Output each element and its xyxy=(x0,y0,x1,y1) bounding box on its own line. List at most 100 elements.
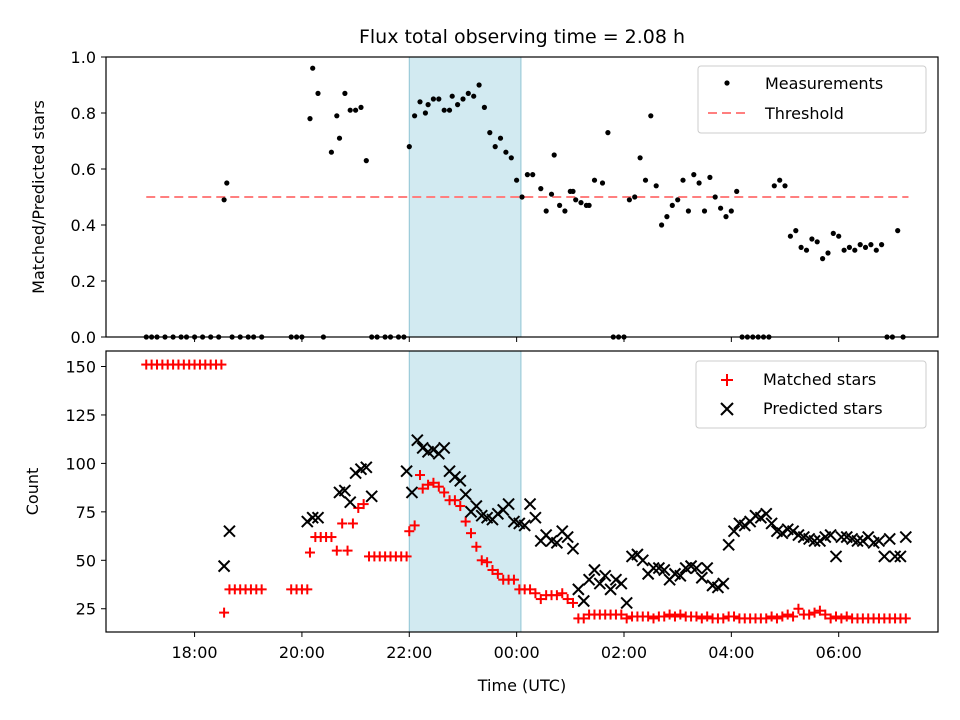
measurement-point xyxy=(471,93,477,99)
matched-star-point xyxy=(347,518,358,529)
measurement-point xyxy=(310,65,316,71)
measurement-point xyxy=(825,250,831,256)
predicted-star-stroke-b xyxy=(301,515,314,528)
predicted-star-point xyxy=(636,554,649,567)
matched-star-point xyxy=(782,609,793,620)
measurement-point xyxy=(492,144,498,150)
measurement-point xyxy=(798,244,804,250)
x-axis-label: Time (UTC) xyxy=(477,676,566,695)
measurement-point xyxy=(578,200,584,206)
predicted-star-point xyxy=(598,569,612,583)
measurement-point xyxy=(425,102,431,108)
measurement-point xyxy=(551,152,557,158)
predicted-star-stroke-b xyxy=(717,577,730,590)
predicted-stars-points xyxy=(217,433,913,610)
measurement-point xyxy=(648,113,654,119)
matched-star-point xyxy=(525,584,536,595)
measurement-point xyxy=(814,239,820,245)
bottom-x-tick-label: 22:00 xyxy=(386,643,432,662)
measurement-point xyxy=(514,177,520,183)
predicted-star-point xyxy=(835,530,848,544)
measurement-point xyxy=(422,110,428,116)
predicted-star-stroke-b xyxy=(577,594,590,608)
predicted-star-point xyxy=(550,536,564,550)
predicted-star-stroke-b xyxy=(529,511,542,524)
predicted-star-stroke-b xyxy=(502,497,515,511)
measurement-point xyxy=(777,177,783,183)
matched-star-point xyxy=(648,613,659,624)
predicted-star-stroke-b xyxy=(507,515,521,528)
top-y-axis-label: Matched/Predicted stars xyxy=(29,100,48,294)
predicted-star-point xyxy=(365,490,378,503)
predicted-star-stroke-b xyxy=(658,563,671,577)
predicted-star-stroke-b xyxy=(786,525,800,538)
predicted-star-point xyxy=(566,542,580,555)
measurement-point xyxy=(519,194,525,200)
measurement-point xyxy=(712,194,718,200)
predicted-star-point xyxy=(851,534,864,548)
predicted-star-stroke-b xyxy=(365,490,378,503)
bottom-x-tick-label: 06:00 xyxy=(816,643,862,662)
measurement-point xyxy=(476,82,482,88)
matched-star-point xyxy=(793,603,804,614)
predicted-star-stroke-b xyxy=(400,464,413,478)
predicted-star-stroke-b xyxy=(647,561,660,575)
legend-predicted-label: Predicted stars xyxy=(763,399,883,418)
matched-star-point xyxy=(428,477,439,488)
bottom-y-axis-label: Count xyxy=(23,468,42,516)
predicted-star-stroke-b xyxy=(344,495,357,509)
matched-star-point xyxy=(788,611,799,622)
predicted-star-stroke-b xyxy=(470,499,483,513)
bottom-x-tick-label: 18:00 xyxy=(172,643,218,662)
predicted-star-stroke-b xyxy=(338,484,352,497)
measurement-point xyxy=(562,208,568,214)
matched-star-point xyxy=(302,584,313,595)
predicted-star-point xyxy=(454,474,467,488)
bottom-y-tick-label: 125 xyxy=(65,406,96,425)
predicted-star-point xyxy=(615,577,628,590)
predicted-star-point xyxy=(717,577,730,590)
predicted-star-stroke-b xyxy=(706,579,719,592)
bottom-panel: 25 50 75 100 125 150 18:00 20:00 22:00 00:00 02:0… xyxy=(23,350,939,695)
predicted-star-stroke-b xyxy=(572,583,585,596)
predicted-star-stroke-b xyxy=(824,528,837,542)
predicted-star-point xyxy=(824,528,837,542)
measurement-point xyxy=(591,177,598,183)
measurement-point xyxy=(586,202,592,208)
measurement-point xyxy=(868,242,874,248)
predicted-star-stroke-b xyxy=(674,569,687,583)
predicted-star-point xyxy=(400,464,413,478)
predicted-star-stroke-b xyxy=(808,534,821,548)
matched-star-point xyxy=(562,594,573,605)
measurement-point xyxy=(358,104,364,110)
matched-star-point xyxy=(487,564,498,575)
matched-star-point xyxy=(836,613,847,624)
bottom-y-tick-label: 150 xyxy=(65,358,96,377)
measurement-point xyxy=(465,90,471,96)
measurement-point xyxy=(530,172,536,178)
predicted-star-point xyxy=(883,532,896,546)
top-y-tick-label: 0.4 xyxy=(71,216,96,235)
top-axes-frame xyxy=(105,56,939,338)
measurement-point xyxy=(680,177,686,183)
predicted-star-point xyxy=(786,525,800,538)
measurement-point xyxy=(728,208,734,214)
matched-star-point xyxy=(551,590,562,601)
measurement-point xyxy=(852,247,858,253)
predicted-star-stroke-b xyxy=(631,548,644,561)
predicted-star-point xyxy=(658,563,671,577)
measurement-point xyxy=(846,244,853,250)
predicted-star-stroke-b xyxy=(411,433,424,447)
matched-stars-points xyxy=(141,359,911,624)
matched-star-point xyxy=(643,611,654,622)
matched-star-point xyxy=(820,609,831,620)
predicted-star-point xyxy=(722,538,735,552)
predicted-star-point xyxy=(765,517,778,530)
predicted-star-point xyxy=(690,561,703,575)
matched-star-point xyxy=(219,607,230,618)
top-legend: Measurements Threshold xyxy=(697,65,927,134)
predicted-star-stroke-b xyxy=(604,583,617,596)
measurement-point xyxy=(787,233,794,239)
matched-star-point xyxy=(326,532,337,543)
matched-star-point xyxy=(342,545,353,556)
